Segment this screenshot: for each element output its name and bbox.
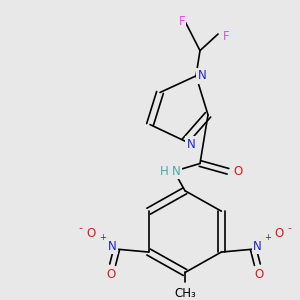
Text: +: + (264, 233, 271, 242)
Text: O: O (106, 268, 115, 281)
Text: N: N (172, 165, 180, 178)
Text: F: F (223, 29, 229, 43)
Text: O: O (255, 268, 264, 281)
Text: -: - (287, 223, 291, 233)
Text: N: N (253, 240, 262, 253)
Text: N: N (108, 240, 117, 253)
Text: +: + (99, 233, 106, 242)
Text: O: O (275, 227, 284, 240)
Text: O: O (233, 165, 243, 178)
Text: F: F (179, 15, 185, 28)
Text: CH₃: CH₃ (174, 287, 196, 300)
Text: H: H (160, 165, 168, 178)
Text: N: N (187, 137, 195, 151)
Text: O: O (86, 227, 95, 240)
Text: -: - (79, 223, 83, 233)
Text: N: N (198, 69, 206, 82)
